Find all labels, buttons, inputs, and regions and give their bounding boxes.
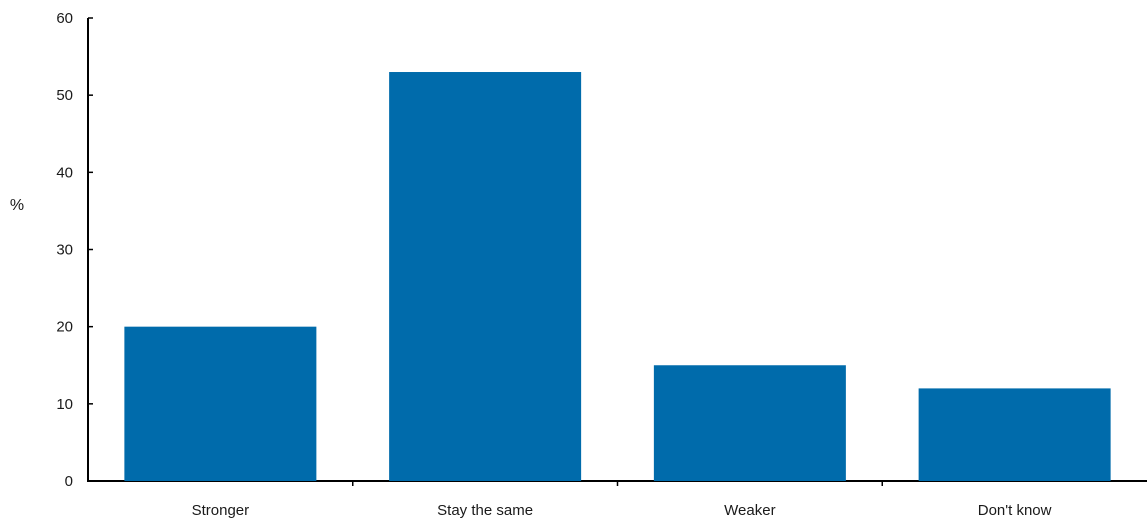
x-category-label: Don't know xyxy=(978,502,1052,519)
bar-weaker xyxy=(653,365,846,481)
x-category-label: Stay the same xyxy=(437,502,533,519)
y-tick-label: 50 xyxy=(56,87,73,104)
y-axis-title: % xyxy=(10,197,24,214)
x-axis: Stronger Stay the same Weaker Don't know xyxy=(87,480,1147,519)
y-tick-label: 0 xyxy=(65,473,73,490)
y-tick-label: 60 xyxy=(56,10,73,27)
x-category-label: Stronger xyxy=(192,502,250,519)
x-category-label: Weaker xyxy=(724,502,775,519)
y-tick-label: 10 xyxy=(56,396,73,413)
y-tick-label: 20 xyxy=(56,319,73,336)
bars xyxy=(124,72,1111,482)
y-tick-label: 30 xyxy=(56,242,73,259)
y-tick-label: 40 xyxy=(56,164,73,181)
bar-stronger xyxy=(124,326,317,481)
y-axis: 0 10 20 30 40 50 60 xyxy=(56,10,93,490)
bar-stay-the-same xyxy=(389,72,582,482)
bar-don-t-know xyxy=(918,388,1111,481)
